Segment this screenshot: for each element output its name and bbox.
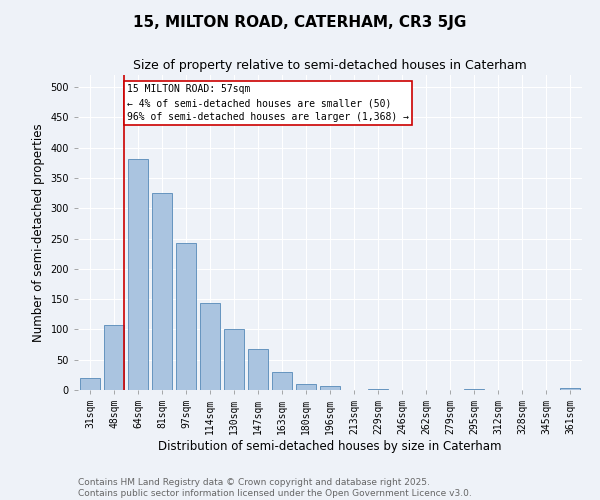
Bar	[152, 193, 172, 390]
Y-axis label: Number of semi-detached properties: Number of semi-detached properties	[32, 123, 45, 342]
Text: Contains HM Land Registry data © Crown copyright and database right 2025.
Contai: Contains HM Land Registry data © Crown c…	[78, 478, 472, 498]
Bar	[104, 325, 124, 390]
Title: Size of property relative to semi-detached houses in Caterham: Size of property relative to semi-detach…	[133, 60, 527, 72]
Bar	[224, 329, 244, 390]
Bar	[176, 244, 196, 390]
Bar	[200, 304, 220, 390]
Bar	[272, 372, 292, 390]
Bar	[128, 158, 148, 390]
X-axis label: Distribution of semi-detached houses by size in Caterham: Distribution of semi-detached houses by …	[158, 440, 502, 453]
Text: 15, MILTON ROAD, CATERHAM, CR3 5JG: 15, MILTON ROAD, CATERHAM, CR3 5JG	[133, 15, 467, 30]
Bar	[296, 384, 316, 390]
Bar	[320, 386, 340, 390]
Text: 15 MILTON ROAD: 57sqm
← 4% of semi-detached houses are smaller (50)
96% of semi-: 15 MILTON ROAD: 57sqm ← 4% of semi-detac…	[127, 84, 409, 122]
Bar	[80, 378, 100, 390]
Bar	[248, 349, 268, 390]
Bar	[560, 388, 580, 390]
Bar	[368, 389, 388, 390]
